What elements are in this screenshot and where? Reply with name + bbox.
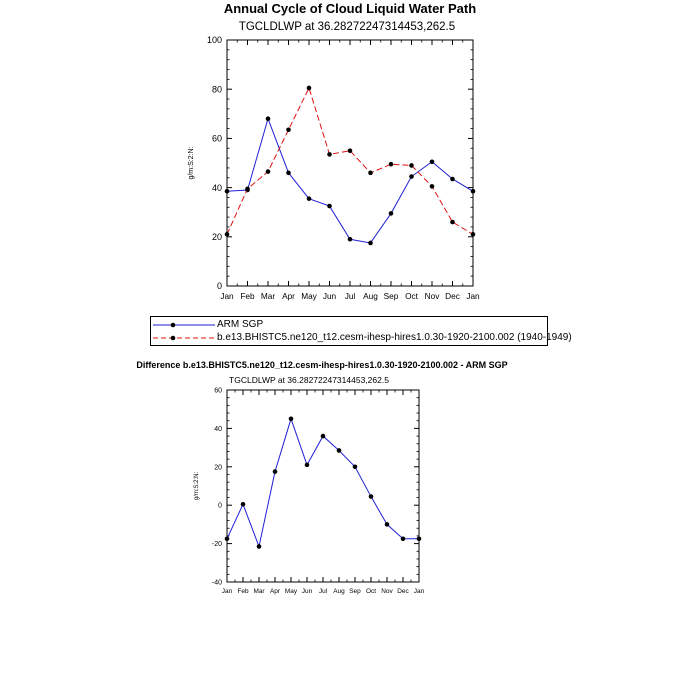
chart-1-legend: ARM SGP b.e13.BHISTC5.ne120_t12.cesm-ihe…: [150, 316, 572, 346]
x-tick-label: Jan: [220, 292, 234, 301]
data-point: [429, 184, 435, 189]
y-tick-label: 0: [217, 281, 222, 291]
x-tick-label: Jan: [222, 588, 233, 595]
x-tick-label: Jul: [345, 292, 356, 301]
y-tick-label: 40: [214, 426, 222, 433]
x-tick-label: Feb: [240, 292, 255, 301]
y-tick-label: 100: [207, 35, 222, 45]
x-tick-label: Apr: [270, 588, 281, 595]
x-tick-label: May: [301, 292, 317, 301]
data-point: [352, 464, 358, 470]
data-point: [470, 188, 476, 194]
x-tick-label: Sep: [384, 292, 399, 301]
data-point: [450, 176, 455, 182]
x-tick-label: Jun: [323, 292, 337, 301]
data-point: [336, 448, 342, 453]
series-line-2: [226, 86, 474, 235]
x-tick-label: Aug: [333, 588, 345, 595]
x-tick-label: Aug: [363, 292, 378, 301]
data-point: [320, 433, 326, 439]
data-point: [409, 174, 414, 179]
chart-2-title: Difference b.e13.BHISTC5.ne120_t12.cesm-…: [136, 360, 507, 370]
data-point: [409, 163, 414, 168]
chart-1-title: Annual Cycle of Cloud Liquid Water Path: [224, 1, 476, 16]
x-tick-label: Jan: [466, 292, 480, 301]
data-point: [384, 522, 390, 527]
data-point: [288, 416, 294, 422]
data-point: [224, 232, 230, 237]
y-tick-label: 60: [212, 134, 222, 144]
series-line-1: [226, 117, 474, 244]
x-tick-label: Jul: [319, 588, 327, 595]
y-tick-label: 0: [218, 503, 222, 510]
data-point: [368, 494, 374, 499]
data-point: [224, 536, 230, 542]
data-point: [470, 232, 476, 237]
y-tick-label: 20: [212, 232, 222, 242]
x-tick-label: Oct: [366, 588, 376, 595]
chart-2-plot-frame: [226, 389, 420, 583]
x-tick-label: Nov: [381, 588, 393, 595]
data-point: [416, 536, 422, 542]
data-point: [368, 240, 373, 246]
chart-1-subtitle: TGCLDLWP at 36.28272247314453,262.5: [239, 21, 455, 33]
x-tick-label: Mar: [253, 588, 265, 595]
x-tick-label: Dec: [445, 292, 460, 301]
y-tick-label: 60: [214, 387, 222, 394]
legend-swatch-arm-sgp: [153, 322, 215, 328]
data-point: [304, 462, 310, 468]
data-point: [224, 188, 230, 194]
data-point: [245, 186, 250, 192]
data-point: [272, 469, 278, 474]
data-point: [327, 152, 332, 157]
data-point: [256, 544, 262, 549]
data-point: [265, 116, 271, 122]
chart-2: Difference b.e13.BHISTC5.ne120_t12.cesm-…: [136, 360, 507, 595]
y-tick-label: 40: [212, 183, 222, 193]
data-point: [327, 203, 332, 209]
x-tick-label: Feb: [237, 588, 249, 595]
y-tick-label: 80: [212, 84, 222, 94]
x-tick-label: Apr: [282, 292, 295, 301]
legend-swatch-model: [153, 335, 215, 341]
data-point: [306, 85, 312, 91]
x-tick-label: Jun: [302, 588, 313, 595]
chart-1-plot-frame: [226, 39, 474, 287]
data-point: [429, 159, 435, 165]
x-tick-label: Nov: [425, 292, 441, 301]
x-tick-label: May: [285, 588, 298, 595]
chart-2-ylabel: g/m:S:2:N:: [194, 471, 200, 500]
x-tick-label: Jan: [414, 588, 425, 595]
data-point: [400, 536, 406, 542]
y-tick-label: -20: [212, 541, 222, 548]
chart-1: Annual Cycle of Cloud Liquid Water Path …: [188, 1, 480, 301]
y-tick-label: 20: [214, 464, 222, 471]
data-point: [306, 196, 312, 201]
data-point: [347, 236, 353, 242]
x-tick-label: Oct: [405, 292, 419, 301]
y-tick-label: -40: [212, 579, 222, 586]
data-point: [388, 211, 394, 216]
legend-entry-model: b.e13.BHISTC5.ne120_t12.cesm-ihesp-hires…: [151, 331, 572, 345]
data-point: [388, 161, 394, 167]
legend-label-arm-sgp: ARM SGP: [217, 319, 264, 330]
chart-1-ylabel: g/m:S:2:N:: [188, 146, 195, 179]
x-tick-label: Mar: [261, 292, 275, 301]
data-point: [368, 170, 373, 176]
x-tick-label: Sep: [349, 588, 361, 595]
x-tick-label: Dec: [397, 588, 409, 595]
chart-2-subtitle: TGCLDLWP at 36.28272247314453,262.5: [229, 375, 389, 385]
legend-label-model: b.e13.BHISTC5.ne120_t12.cesm-ihesp-hires…: [217, 332, 572, 343]
data-point: [286, 170, 291, 176]
data-point: [347, 148, 353, 153]
data-point: [286, 127, 291, 133]
data-point: [265, 169, 271, 174]
data-point: [240, 501, 246, 507]
data-point: [450, 219, 455, 225]
legend-entry-arm-sgp: ARM SGP: [151, 318, 263, 332]
